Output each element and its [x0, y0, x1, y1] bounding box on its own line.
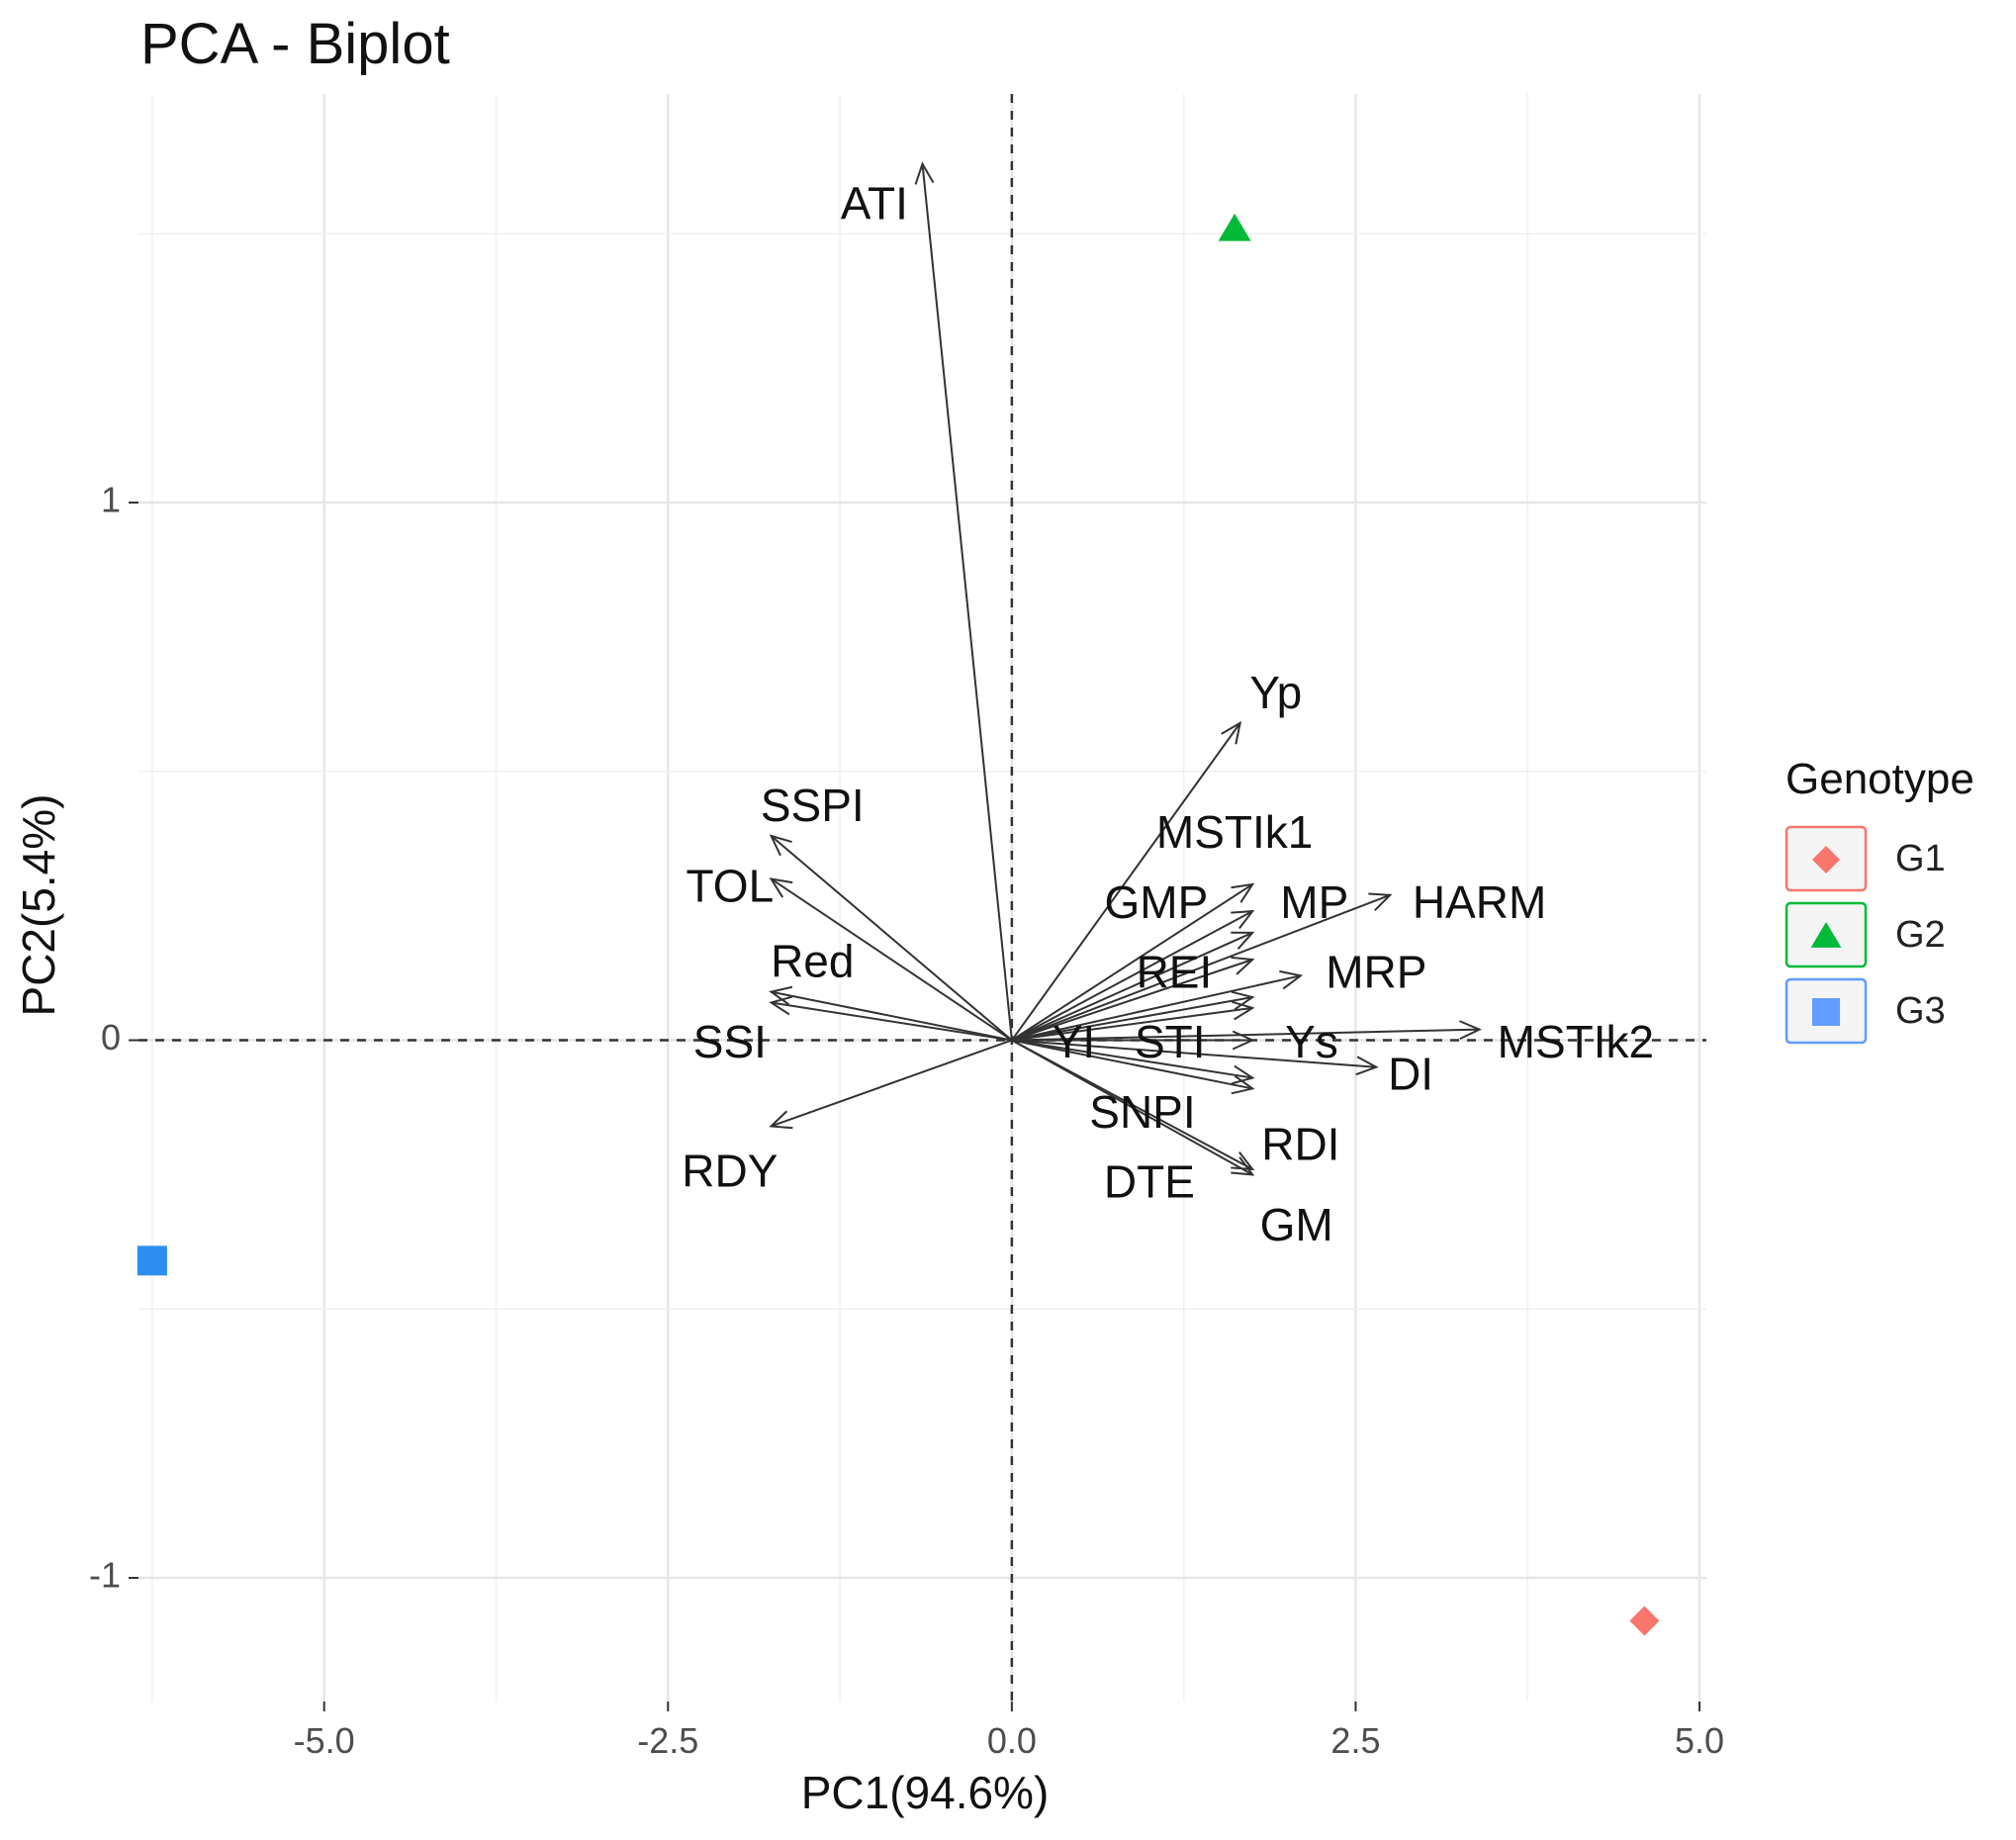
loading-arrow-yi [1011, 1008, 1252, 1042]
loading-arrow-gm [1011, 1039, 1252, 1175]
x-tick-label: 2.5 [1330, 1720, 1380, 1761]
legend-label-g1: G1 [1895, 838, 1946, 879]
loading-arrow-red [772, 992, 1013, 1042]
loading-label-mp: MP [1280, 876, 1348, 928]
x-tick-label: -2.5 [637, 1720, 698, 1761]
loading-label-red: Red [771, 936, 854, 987]
loading-arrow-ssi [772, 1002, 1013, 1042]
point-g3 [137, 1245, 167, 1276]
loading-label-snpi: SNPI [1089, 1086, 1195, 1138]
loading-label-ssi: SSI [693, 1016, 767, 1067]
legend-symbol-g3 [1812, 998, 1840, 1026]
y-tick-label: 0 [101, 1017, 121, 1058]
loading-arrow-harm [1011, 895, 1390, 1042]
grid [138, 94, 1706, 1702]
loading-arrow-mp [1011, 933, 1252, 1042]
y-tick-label: -1 [89, 1555, 121, 1596]
legend-label-g2: G2 [1895, 914, 1946, 956]
loading-arrow-rei [1011, 960, 1252, 1042]
loading-label-gm: GM [1260, 1199, 1333, 1250]
x-axis-title: PC1(94.6%) [801, 1767, 1050, 1818]
loading-arrow-di [1011, 1039, 1376, 1067]
loading-label-gmp: GMP [1104, 876, 1208, 928]
loading-arrow-ati [923, 164, 1013, 1041]
loading-label-rdi: RDI [1261, 1118, 1339, 1169]
loading-label-dte: DTE [1104, 1155, 1195, 1207]
loading-label-mstik2: MSTIk2 [1498, 1016, 1654, 1067]
genotype-points [137, 213, 1660, 1636]
chart-title: PCA - Biplot [140, 12, 450, 76]
loading-arrow-rdi [1011, 1039, 1252, 1089]
loading-arrow-snpi [1011, 1039, 1252, 1078]
legend-symbol-g1 [1812, 846, 1840, 874]
legend-label-g3: G3 [1895, 990, 1946, 1032]
loading-arrow-sspi [772, 836, 1013, 1042]
loading-label-ys: Ys [1285, 1016, 1338, 1067]
loading-label-mrp: MRP [1326, 946, 1426, 997]
loading-arrow-mrp [1011, 975, 1301, 1042]
legend-title: Genotype [1786, 755, 1974, 803]
loading-arrow-tol [772, 878, 1013, 1042]
loading-label-rei: REI [1137, 946, 1213, 997]
loading-label-sti: STI [1135, 1016, 1206, 1067]
loading-arrow-yp [1011, 723, 1240, 1042]
axes: -5.0 -2.5 0.0 2.5 5.0 1 0 -1 [89, 480, 1724, 1761]
point-g2 [1218, 213, 1251, 241]
legend: Genotype G1 G2 G3 [1785, 755, 1974, 1045]
loading-label-yp: Yp [1249, 667, 1302, 718]
loading-label-tol: TOL [687, 861, 775, 912]
loading-label-mstik1: MSTIk1 [1156, 806, 1313, 858]
y-axis-title: PC2(5.4%) [13, 794, 64, 1017]
loading-arrow-mstik1 [1011, 884, 1252, 1042]
loading-arrows [772, 164, 1480, 1175]
loading-label-harm: HARM [1413, 876, 1546, 928]
legend-symbol-g2 [1810, 922, 1842, 948]
loading-arrow-rdy [772, 1039, 1013, 1127]
loading-arrow-mstik2 [1011, 1030, 1480, 1042]
x-tick-label: 5.0 [1675, 1720, 1724, 1761]
loading-label-yi: YI [1053, 1016, 1095, 1067]
loading-label-ati: ATI [841, 177, 908, 229]
loading-arrow-gmp [1011, 911, 1252, 1042]
y-tick-label: 1 [101, 480, 121, 520]
point-g1 [1629, 1606, 1660, 1636]
loading-label-rdy: RDY [682, 1146, 778, 1197]
x-tick-label: 0.0 [987, 1720, 1037, 1761]
loading-label-di: DI [1388, 1049, 1433, 1100]
x-tick-label: -5.0 [294, 1720, 355, 1761]
loading-arrow-sti [1011, 997, 1252, 1042]
loading-label-sspi: SSPI [761, 780, 865, 831]
